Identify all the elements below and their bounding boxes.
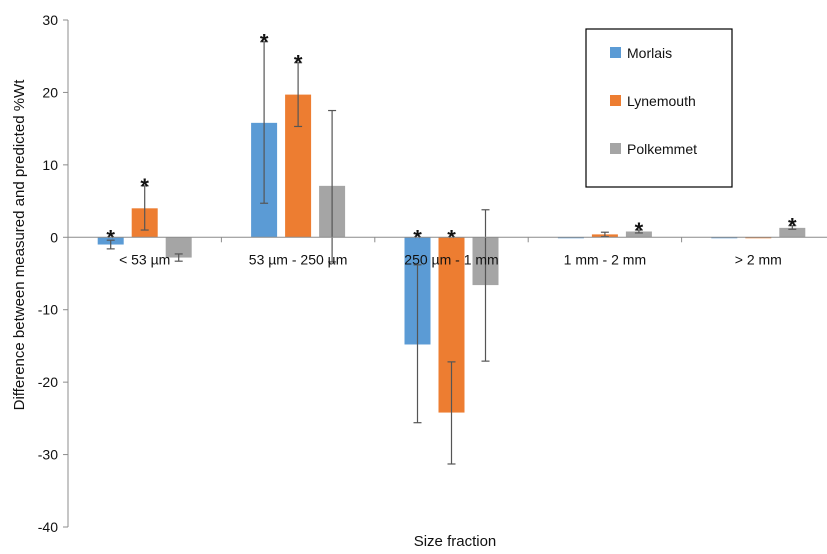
y-tick-label: -30: [38, 447, 58, 463]
legend-label: Lynemouth: [627, 93, 696, 109]
x-axis-title: Size fraction: [414, 533, 497, 549]
significance-star: *: [140, 174, 149, 199]
y-tick-label: 20: [42, 84, 58, 100]
significance-star: *: [635, 218, 644, 243]
y-tick-label: 30: [42, 12, 58, 28]
category-label: 1 mm - 2 mm: [564, 251, 646, 267]
category-labels-group: < 53 µm 53 µm - 250 µm 250 µm - 1 mm 1 mm -…: [119, 251, 782, 267]
significance-star: *: [260, 30, 269, 55]
y-tick-label: 0: [50, 229, 58, 245]
category-label: > 2 mm: [735, 251, 782, 267]
legend-swatch: [610, 95, 621, 106]
category-label: 250 µm - 1 mm: [404, 251, 498, 267]
legend-swatch: [610, 47, 621, 58]
y-axis: 30 20 10 0 -10 -20 -30 -40: [38, 12, 69, 535]
x-axis: [67, 236, 827, 243]
y-tick-label: 10: [42, 157, 58, 173]
significance-star: *: [788, 214, 797, 239]
error-bars-group: [106, 41, 797, 465]
y-tick-label: -10: [38, 302, 58, 318]
legend-swatch: [610, 143, 621, 154]
bar: [165, 237, 192, 258]
y-tick-label: -40: [38, 519, 58, 535]
y-axis-title: Difference between measured and predicte…: [11, 79, 28, 411]
category-label: 53 µm - 250 µm: [249, 251, 348, 267]
category-label: < 53 µm: [119, 251, 170, 267]
y-tick-label: -20: [38, 374, 58, 390]
significance-star: *: [294, 51, 303, 76]
bar: [625, 231, 652, 238]
legend-label: Morlais: [627, 45, 672, 61]
bar: [779, 227, 806, 238]
legend: Morlais Lynemouth Polkemmet: [585, 28, 733, 188]
legend-label: Polkemmet: [627, 141, 697, 157]
